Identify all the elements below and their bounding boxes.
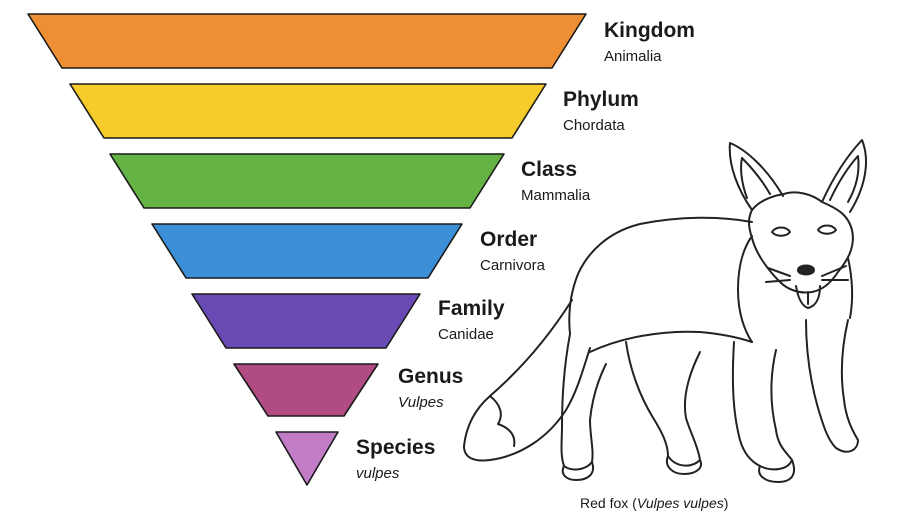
rank-label-genus: Genus bbox=[398, 365, 464, 388]
taxon-label-class: Mammalia bbox=[521, 187, 591, 204]
rank-label-class: Class bbox=[521, 158, 578, 181]
rank-label-order: Order bbox=[480, 228, 538, 251]
rank-label-kingdom: Kingdom bbox=[604, 19, 695, 42]
caption-scientific-name: Vulpes vulpes bbox=[636, 495, 724, 511]
taxon-label-phylum: Chordata bbox=[563, 117, 625, 134]
taxon-label-kingdom: Animalia bbox=[604, 48, 662, 65]
taxon-label-genus: Vulpes bbox=[398, 394, 444, 411]
band-order bbox=[151, 223, 463, 279]
band-class bbox=[109, 153, 505, 209]
figure-caption: Red fox (Vulpes vulpes) bbox=[580, 495, 728, 511]
taxonomy-pyramid bbox=[27, 13, 587, 486]
taxon-label-order: Carnivora bbox=[480, 257, 546, 274]
red-fox-illustration bbox=[463, 139, 867, 483]
rank-label-family: Family bbox=[438, 297, 505, 320]
rank-label-phylum: Phylum bbox=[563, 88, 639, 111]
band-phylum bbox=[69, 83, 547, 139]
caption-prefix: Red fox ( bbox=[580, 495, 637, 511]
caption-suffix: ) bbox=[723, 495, 729, 511]
band-species bbox=[275, 431, 339, 486]
band-kingdom bbox=[27, 13, 587, 69]
rank-label-species: Species bbox=[356, 436, 436, 459]
band-genus bbox=[233, 363, 379, 417]
taxon-label-species: vulpes bbox=[356, 465, 400, 482]
taxon-label-family: Canidae bbox=[438, 326, 494, 343]
band-family bbox=[191, 293, 421, 349]
